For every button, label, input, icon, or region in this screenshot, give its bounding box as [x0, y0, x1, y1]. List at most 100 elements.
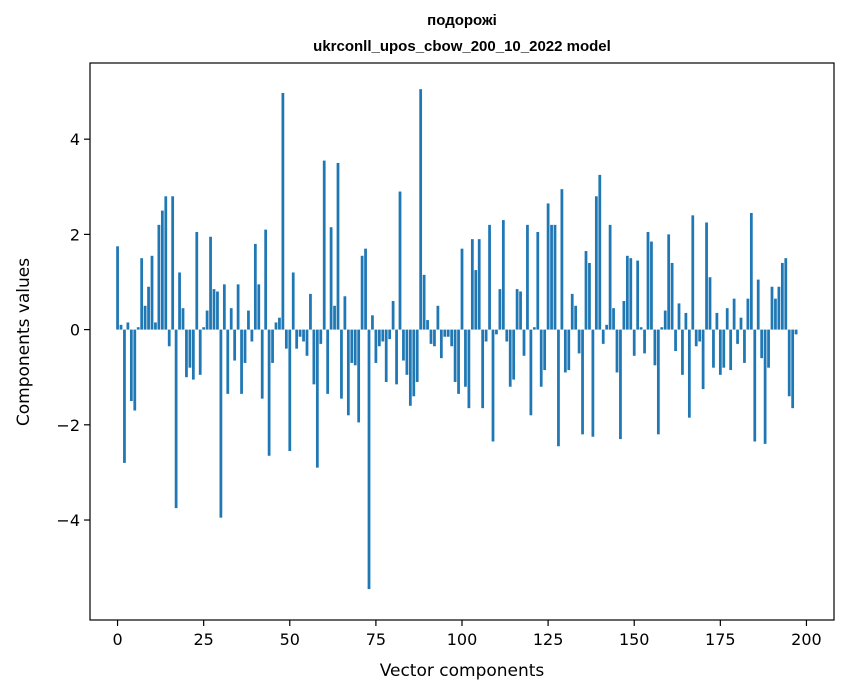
bar-67 [346, 329, 350, 416]
bar-166 [687, 329, 691, 418]
bar-94 [439, 329, 443, 359]
bar-8 [143, 305, 147, 330]
bar-120 [529, 329, 533, 416]
bar-15 [167, 329, 171, 347]
bar-9 [147, 286, 150, 330]
y-axis: −4 −2 0 2 4 [56, 130, 90, 530]
bar-101 [464, 329, 467, 387]
bar-66 [343, 296, 347, 330]
bar-117 [519, 291, 522, 330]
bar-188 [763, 329, 767, 444]
bar-168 [694, 329, 698, 347]
bar-106 [481, 329, 485, 409]
bar-192 [777, 286, 781, 330]
bar-92 [433, 329, 436, 347]
bar-37 [243, 329, 247, 363]
bar-5 [133, 329, 137, 411]
bar-171 [705, 222, 708, 330]
bar-195 [787, 329, 791, 397]
x-tick-label: 150 [619, 630, 650, 649]
bar-93 [436, 305, 440, 330]
x-tick-label: 50 [280, 630, 300, 649]
bar-50 [288, 329, 292, 451]
bar-85 [408, 329, 412, 406]
bar-58 [315, 329, 319, 468]
bar-82 [398, 191, 402, 330]
bar-39 [250, 329, 254, 342]
bar-76 [377, 329, 381, 347]
bar-149 [629, 258, 633, 330]
x-tick-label: 75 [366, 630, 386, 649]
bar-57 [312, 329, 316, 385]
bar-4 [129, 329, 133, 402]
bar-1 [119, 324, 123, 330]
bar-127 [553, 224, 557, 330]
bar-21 [188, 329, 192, 368]
bar-156 [653, 329, 657, 366]
bar-59 [319, 329, 323, 344]
bar-60 [322, 160, 326, 330]
bar-90 [426, 320, 429, 330]
bar-98 [453, 329, 457, 382]
bar-128 [557, 329, 560, 447]
bar-54 [302, 329, 305, 342]
bar-122 [536, 232, 540, 330]
bar-17 [174, 329, 178, 509]
bar-159 [663, 310, 667, 330]
bar-119 [526, 224, 529, 330]
bar-14 [164, 196, 168, 330]
bar-131 [567, 329, 571, 371]
bar-121 [532, 327, 536, 330]
bar-84 [405, 329, 409, 375]
bar-126 [550, 224, 553, 330]
bar-160 [667, 234, 671, 330]
bar-129 [560, 189, 564, 330]
bar-73 [367, 329, 371, 590]
bar-56 [309, 293, 312, 330]
x-axis: 0 25 50 75 100 125 150 175 200 [112, 620, 822, 649]
bar-52 [295, 329, 299, 349]
bar-114 [508, 329, 512, 387]
bar-115 [512, 329, 516, 380]
bar-45 [271, 329, 274, 363]
bar-170 [701, 329, 705, 390]
bar-134 [577, 329, 581, 354]
bar-125 [546, 203, 550, 330]
bar-68 [350, 329, 354, 363]
bar-44 [267, 329, 271, 456]
bar-91 [429, 329, 433, 344]
x-tick-label: 100 [447, 630, 478, 649]
bar-173 [712, 329, 715, 368]
bar-102 [467, 329, 471, 409]
bar-108 [488, 224, 491, 330]
bar-32 [226, 329, 230, 394]
bar-148 [625, 255, 629, 330]
bar-161 [670, 262, 674, 330]
chart-title: подорожі [427, 12, 497, 29]
bar-25 [202, 327, 206, 330]
bar-0 [116, 246, 119, 330]
bar-70 [357, 329, 361, 423]
bar-175 [718, 329, 722, 375]
bar-31 [222, 284, 226, 330]
bar-79 [388, 329, 392, 340]
bar-145 [615, 329, 619, 373]
bar-187 [760, 329, 764, 359]
bar-96 [446, 329, 450, 337]
bar-75 [374, 329, 378, 363]
bar-189 [767, 329, 770, 368]
bar-104 [474, 270, 478, 330]
bar-139 [594, 196, 598, 330]
bar-150 [632, 329, 636, 356]
bar-158 [660, 327, 664, 330]
bar-65 [340, 329, 343, 399]
bar-140 [598, 174, 602, 330]
bar-174 [715, 312, 719, 330]
chart-subtitle: ukrconll_upos_cbow_200_10_2022 model [313, 38, 611, 55]
x-tick-label: 125 [533, 630, 564, 649]
bar-142 [605, 324, 609, 330]
bar-196 [791, 329, 795, 409]
bar-42 [260, 329, 264, 399]
bar-26 [205, 310, 209, 330]
